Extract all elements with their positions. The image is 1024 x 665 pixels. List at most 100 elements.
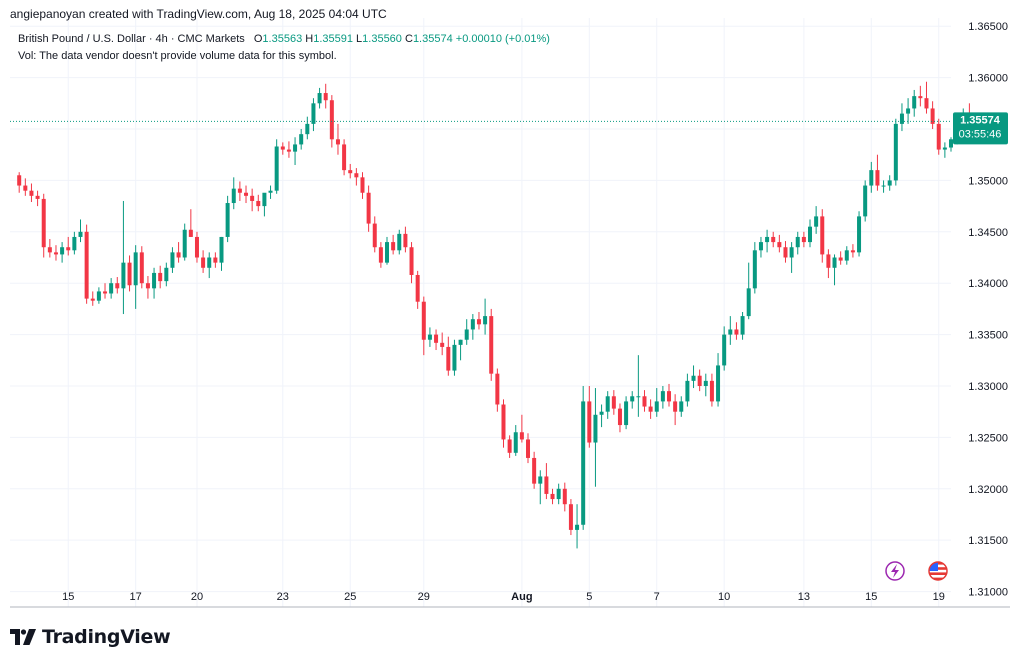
y-tick-label: 1.33500	[968, 330, 1008, 342]
candle	[274, 139, 279, 194]
tradingview-logo[interactable]: TradingView	[10, 626, 171, 648]
candle	[90, 291, 95, 306]
candle-body	[838, 257, 843, 261]
candle	[458, 339, 463, 361]
candle	[47, 239, 52, 258]
candle	[808, 219, 813, 248]
candle-body	[280, 146, 285, 150]
candle	[679, 396, 684, 417]
candle-body	[685, 380, 690, 402]
candle	[317, 87, 322, 109]
candle-body	[317, 93, 322, 104]
candle	[838, 251, 843, 265]
candle-body	[728, 329, 733, 335]
candle	[850, 244, 855, 258]
candle	[556, 483, 561, 505]
candle-body	[121, 262, 126, 289]
candle-body	[311, 103, 316, 124]
candle-body	[593, 414, 598, 443]
candle	[611, 390, 616, 415]
candle-body	[489, 316, 494, 374]
candle	[96, 287, 101, 304]
candle-body	[440, 342, 445, 347]
y-tick-label: 1.31000	[968, 587, 1008, 599]
candle	[869, 161, 874, 193]
candle-body	[446, 346, 451, 371]
candle	[605, 391, 610, 419]
legend-high: 1.35591	[313, 33, 353, 45]
candle-body	[299, 134, 304, 145]
candle-body	[568, 504, 573, 530]
candle-body	[495, 373, 500, 405]
candle-body	[41, 198, 46, 248]
candle-body	[654, 401, 659, 412]
y-tick-label: 1.35000	[968, 175, 1008, 187]
candle-body	[476, 319, 481, 325]
candle	[544, 463, 549, 500]
candle-body	[335, 139, 340, 145]
candle-body	[323, 93, 328, 101]
candle-body	[250, 195, 255, 201]
candle-body	[256, 200, 261, 207]
candle	[66, 236, 71, 256]
candle-body	[899, 113, 904, 124]
candle-body	[912, 96, 917, 109]
candle	[397, 229, 402, 255]
candle-body	[403, 233, 408, 248]
candle-body	[611, 396, 616, 409]
candle	[617, 403, 622, 433]
candle-body	[581, 401, 586, 525]
candle	[434, 329, 439, 351]
candle-body	[795, 236, 800, 248]
x-tick-label: 5	[586, 591, 592, 603]
candle-body	[470, 319, 475, 330]
candle-body	[286, 149, 291, 152]
legend-change: +0.00010 (+0.01%)	[455, 33, 550, 45]
y-tick-label: 1.34000	[968, 278, 1008, 290]
candle	[893, 118, 898, 186]
candle-body	[78, 231, 83, 237]
us-flag-icon[interactable]	[928, 561, 948, 581]
candle	[752, 242, 757, 294]
candle	[863, 180, 868, 222]
candle	[23, 178, 28, 196]
candle-body	[231, 188, 236, 204]
candle-body	[115, 283, 120, 289]
candle	[697, 369, 702, 392]
candle-body	[164, 267, 169, 282]
symbol-legend[interactable]: British Pound / U.S. Dollar · 4h · CMC M…	[18, 33, 550, 45]
candle-body	[342, 144, 347, 171]
candle-body	[863, 185, 868, 217]
y-tick-label: 1.31500	[968, 535, 1008, 547]
candle	[385, 236, 390, 265]
candle	[642, 390, 647, 412]
candle-body	[691, 375, 696, 381]
lightning-icon[interactable]	[885, 561, 905, 581]
candle-body	[29, 190, 34, 196]
y-tick-label: 1.33000	[968, 381, 1008, 393]
candle-body	[740, 316, 745, 335]
candle-body	[293, 144, 298, 152]
candle-body	[783, 247, 788, 258]
candle-body	[225, 203, 230, 237]
x-tick-label: 13	[798, 591, 810, 603]
candle	[391, 234, 396, 255]
candle-body	[887, 180, 892, 186]
candle-body	[66, 247, 71, 251]
candle-body	[734, 329, 739, 335]
candle-body	[532, 457, 537, 484]
candle-body	[936, 123, 941, 150]
candle	[746, 262, 751, 320]
candle-body	[360, 177, 365, 193]
y-axis[interactable]: 1.365001.360001.355001.350001.345001.340…	[968, 21, 1008, 598]
x-axis[interactable]: 15 17 20 23 25 29 Aug 5 7 10 13 15 19	[62, 591, 945, 603]
candle-body	[881, 185, 886, 187]
candle	[152, 267, 157, 299]
candle-body	[464, 329, 469, 340]
candle-body	[575, 524, 580, 530]
candle	[758, 236, 763, 258]
candle	[538, 470, 543, 505]
candle	[918, 85, 923, 107]
candle	[636, 355, 641, 417]
